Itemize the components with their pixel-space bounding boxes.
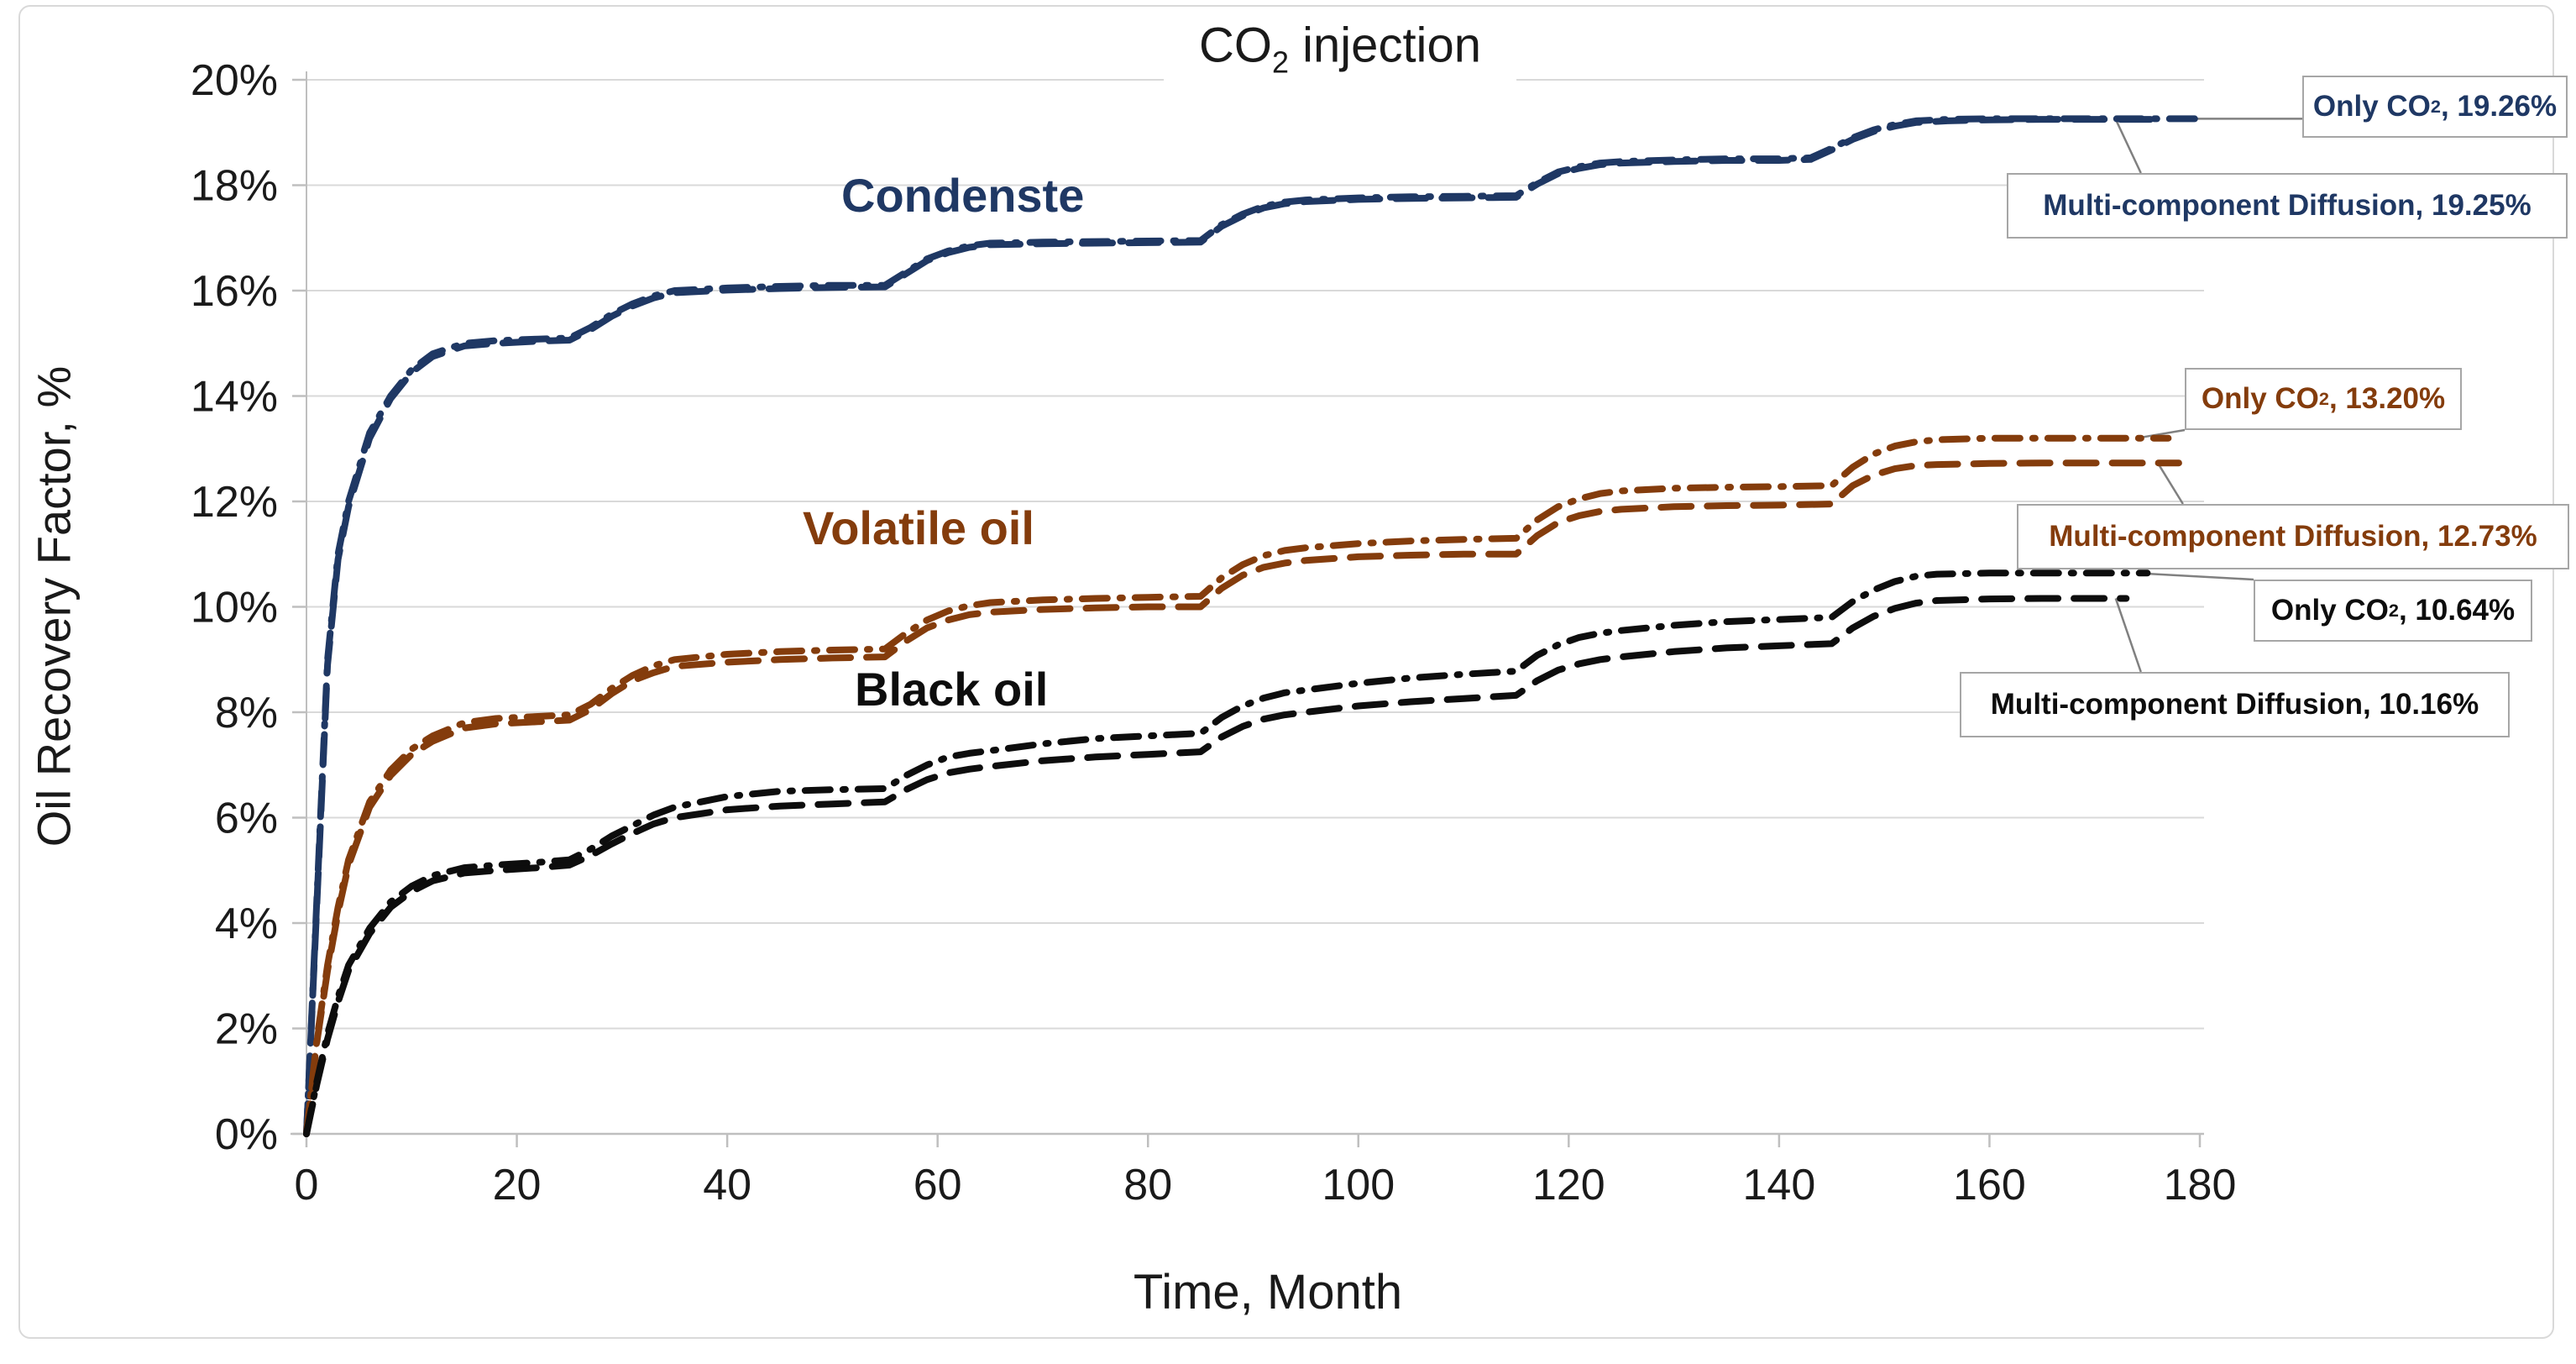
y-tick-label: 4% (215, 900, 278, 948)
y-axis-title: Oil Recovery Factor, % (27, 365, 81, 847)
curve-condensate-only-co2 (303, 115, 2203, 1137)
callout-text: Only CO (2270, 594, 2389, 627)
series-label-volatile-oil: Volatile oil (803, 501, 1034, 554)
callout-black-multi-diffusion: Multi-component Diffusion, 10.16% (1960, 672, 2510, 737)
y-tick-label: 10% (191, 584, 278, 632)
y-tick-label: 2% (215, 1005, 278, 1054)
callout-condensate-multi-diffusion: Multi-component Diffusion, 19.25% (2007, 173, 2568, 239)
x-tick-label: 0 (295, 1161, 319, 1209)
curve-black-multi (303, 595, 2130, 1137)
x-tick-label: 40 (703, 1161, 751, 1209)
callout-text: Only CO (2312, 90, 2431, 123)
callout-text: Multi-component Diffusion, 12.73% (2049, 520, 2537, 553)
curve-condensate-multi (303, 116, 2161, 1137)
x-tick-label: 80 (1123, 1161, 1172, 1209)
callout-leader-black-only-co2 (2136, 572, 2254, 581)
x-tick-label: 100 (1322, 1161, 1395, 1209)
callout-leader-black-multi (2114, 598, 2142, 673)
chart-title: CO2 injection (1164, 12, 1516, 86)
callout-text: Only CO (2201, 382, 2319, 415)
chart-title-text-2: injection (1289, 18, 1481, 73)
y-tick-label: 12% (191, 478, 278, 527)
callout-black-only-co2: Only CO 2, 10.64% (2254, 580, 2532, 642)
y-tick-label: 18% (191, 162, 278, 211)
x-tick-label: 140 (1743, 1161, 1816, 1209)
y-tick-label: 6% (215, 795, 278, 843)
y-tick-label: 0% (215, 1110, 278, 1159)
chart-title-subscript: 2 (1272, 45, 1290, 80)
callout-text-2: , 10.64% (2398, 594, 2516, 627)
callout-volatile-multi-diffusion: Multi-component Diffusion, 12.73% (2017, 504, 2569, 569)
callout-subscript: 2 (2430, 96, 2441, 117)
x-tick-label: 20 (493, 1161, 542, 1209)
chart-title-text: CO (1199, 18, 1273, 73)
x-tick-label: 120 (1532, 1161, 1605, 1209)
callout-volatile-only-co2: Only CO 2, 13.20% (2185, 368, 2462, 430)
y-tick-label: 14% (191, 373, 278, 422)
callout-condensate-only-co2: Only CO 2, 19.26% (2302, 76, 2568, 138)
x-axis-title: Time, Month (1133, 1265, 1403, 1319)
x-tick-label: 60 (914, 1161, 962, 1209)
curve-black-only-co2 (303, 569, 2151, 1137)
callout-leader-volatile-multi (2156, 462, 2184, 505)
callout-text-2: , 19.26% (2440, 90, 2558, 123)
y-tick-label: 20% (191, 56, 278, 105)
x-tick-label: 180 (2164, 1161, 2237, 1209)
callout-text: Multi-component Diffusion, 10.16% (1990, 688, 2479, 721)
callout-text: Multi-component Diffusion, 19.25% (2043, 189, 2531, 222)
series-label-black-oil: Black oil (855, 663, 1049, 716)
callout-subscript: 2 (2388, 600, 2399, 621)
curve-volatile-only-co2 (303, 434, 2172, 1137)
x-tick-label: 160 (1953, 1161, 2026, 1209)
callout-leader-volatile-only-co2 (2136, 428, 2186, 439)
callout-subscript: 2 (2318, 388, 2329, 409)
y-tick-label: 8% (215, 689, 278, 737)
curve-volatile-multi (303, 459, 2182, 1137)
y-tick-label: 16% (191, 267, 278, 316)
callout-text-2: , 13.20% (2328, 382, 2446, 415)
callout-leader-condensate-multi (2114, 118, 2142, 174)
series-label-condensate: Condenste (841, 169, 1085, 222)
